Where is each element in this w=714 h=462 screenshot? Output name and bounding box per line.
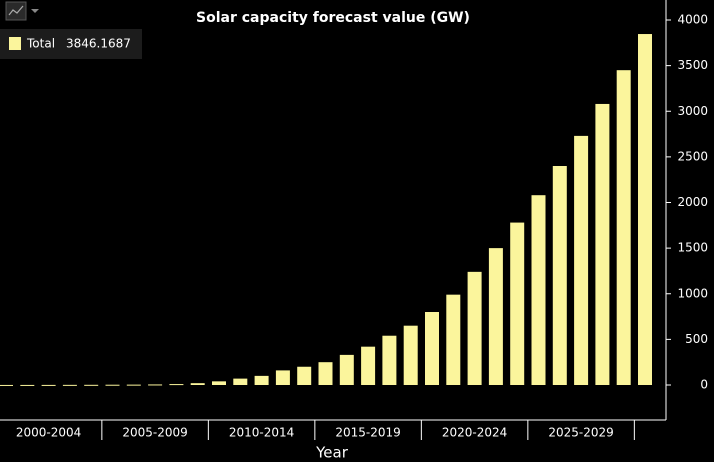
legend-background <box>0 29 142 59</box>
y-tick-label: 0 <box>700 378 708 392</box>
bar <box>84 384 99 386</box>
chart-menu-icon[interactable] <box>5 1 39 21</box>
bar <box>425 312 439 385</box>
x-axis-title: Year <box>315 444 349 462</box>
x-tick-label: 2000-2004 <box>16 426 81 440</box>
bar <box>595 103 610 385</box>
x-tick-label: 2005-2009 <box>122 426 187 440</box>
y-tick-label: 4000 <box>677 13 708 27</box>
bar <box>446 294 461 385</box>
bar <box>148 384 163 386</box>
bar <box>467 271 482 385</box>
x-tick-label: 2025-2029 <box>548 426 613 440</box>
bar <box>41 384 56 386</box>
chart-title: Solar capacity forecast value (GW) <box>196 10 470 26</box>
bar <box>382 335 397 385</box>
icon-line[interactable] <box>8 5 24 16</box>
bar <box>318 362 333 385</box>
bar <box>126 384 141 386</box>
bar <box>20 384 35 386</box>
y-tick-label: 2500 <box>677 149 708 163</box>
y-tick-label: 3000 <box>677 104 708 118</box>
x-tick-label: 2015-2019 <box>335 426 400 440</box>
legend-label: Total <box>26 37 55 51</box>
legend-swatch <box>9 37 21 50</box>
bar <box>105 384 120 386</box>
bar <box>339 354 354 385</box>
x-tick-label: 2020-2024 <box>442 426 507 440</box>
y-tick-label: 2000 <box>677 195 708 209</box>
y-tick-label: 1000 <box>677 286 708 300</box>
legend-value: 3846.1687 <box>66 37 131 51</box>
bar <box>190 383 205 385</box>
bar <box>254 375 269 385</box>
y-tick-label: 1500 <box>677 241 708 255</box>
bar <box>212 381 226 385</box>
bar <box>275 370 290 385</box>
bar <box>510 222 525 385</box>
legend: Total 3846.1687 <box>0 29 142 59</box>
y-tick-label: 500 <box>685 332 708 346</box>
bar <box>616 70 631 385</box>
x-tick-label: 2010-2014 <box>229 426 294 440</box>
bar <box>488 248 503 385</box>
bar <box>0 384 13 386</box>
bar <box>552 166 567 385</box>
bar <box>361 346 376 385</box>
bar <box>169 384 184 386</box>
bar <box>403 325 418 385</box>
bar <box>62 384 77 386</box>
icon-caret[interactable] <box>31 9 39 13</box>
bar <box>531 195 546 385</box>
y-tick-label: 3500 <box>677 58 708 72</box>
bar <box>574 135 589 385</box>
bar <box>297 366 312 385</box>
icon-frame[interactable] <box>5 1 27 21</box>
bar <box>638 34 652 385</box>
bar <box>233 378 248 385</box>
